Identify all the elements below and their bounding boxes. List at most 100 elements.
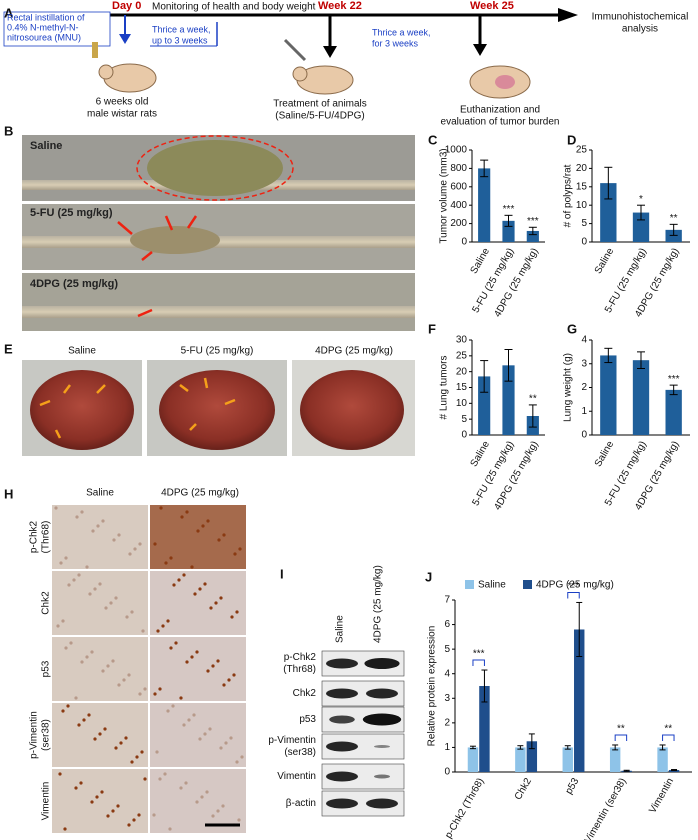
bar: [526, 741, 538, 772]
y-axis-label: Lung weight (g): [563, 353, 574, 422]
ihc-stain: [224, 741, 228, 745]
panel-label: I: [280, 566, 284, 581]
blot-band: [366, 798, 398, 809]
step-label: male wistar rats: [87, 109, 157, 120]
significance: ***: [527, 216, 539, 227]
ihc-stain: [206, 519, 210, 523]
significance: ***: [668, 374, 680, 385]
y-tick-label: 200: [450, 218, 467, 229]
ihc-stain: [195, 800, 199, 804]
bar: [574, 629, 585, 772]
ihc-stain: [203, 732, 207, 736]
ihc-stain: [66, 704, 70, 708]
y-tick-label: 5: [581, 218, 587, 229]
ihc-stain: [96, 524, 100, 528]
significance: **: [664, 724, 672, 735]
ihc-stain: [190, 655, 194, 659]
column-label: Saline: [335, 615, 346, 643]
error-bar: [669, 223, 678, 236]
ihc-stain: [103, 727, 107, 731]
x-tick-label: Saline: [469, 439, 493, 469]
timeline: [3, 8, 578, 58]
bar: [632, 360, 650, 435]
photo-label: 4DPG (25 mg/kg): [315, 346, 393, 357]
row-label: Vimentin: [277, 771, 316, 782]
bar: [665, 229, 682, 242]
ihc-stain: [156, 629, 160, 633]
ihc-stain: [132, 818, 136, 822]
step-label: 6 weeks old: [96, 97, 149, 108]
ihc-stain: [74, 696, 78, 700]
row-label: (Thr68): [283, 664, 316, 675]
schedule-note: up to 3 weeks: [152, 35, 208, 45]
y-tick-label: 800: [450, 163, 467, 174]
panel-label: E: [4, 341, 13, 356]
protocol-note: nitrosourea (MNU): [7, 32, 81, 42]
ihc-stain: [235, 760, 239, 764]
ihc-stain: [75, 515, 79, 519]
row-label: (ser38): [41, 719, 52, 751]
significance-bracket: [472, 659, 485, 667]
protocol-note: 0.4% N-methyl-N-: [7, 22, 79, 32]
bar: [632, 212, 650, 242]
panel-label: H: [4, 486, 13, 501]
ihc-stain: [74, 786, 78, 790]
ihc-stain: [56, 624, 60, 628]
y-tick-label: 2: [444, 717, 450, 728]
ihc-stain: [141, 629, 145, 633]
significance: ***: [473, 649, 485, 660]
ihc-stain: [143, 777, 147, 781]
ihc-stain: [200, 795, 204, 799]
ihc-stain: [106, 814, 110, 818]
y-tick-label: 400: [450, 200, 467, 211]
ihc-stain: [80, 660, 84, 664]
ihc-stain: [64, 556, 68, 560]
row-label: p53: [41, 660, 52, 677]
y-tick-label: 7: [444, 595, 450, 606]
ihc-stain: [59, 561, 63, 565]
column-label: Saline: [86, 488, 114, 499]
row-label: Vimentin: [41, 782, 52, 821]
ihc-stain: [114, 746, 118, 750]
y-axis-label: Tumor volume (mm3): [439, 148, 450, 243]
ihc-image: [52, 637, 148, 701]
ihc-image: [150, 571, 246, 635]
ihc-stain: [135, 755, 139, 759]
ihc-stain: [112, 538, 116, 542]
ihc-stain: [153, 542, 157, 546]
bar: [502, 365, 515, 435]
ihc-stain: [111, 659, 115, 663]
ihc-stain: [98, 732, 102, 736]
ihc-stain: [64, 646, 68, 650]
significance: ***: [568, 581, 580, 592]
row-label: (Thr68): [41, 521, 52, 554]
panel-label: C: [428, 132, 438, 147]
ihc-stain: [114, 596, 118, 600]
error-bar: [481, 669, 488, 703]
ihc-stain: [101, 669, 105, 673]
ihc-stain: [229, 736, 233, 740]
row-label: p-Vimentin: [29, 711, 40, 759]
ihc-stain: [82, 718, 86, 722]
schedule-note: Thrice a week,: [372, 27, 431, 37]
bar: [600, 183, 617, 242]
row-label: (ser38): [284, 747, 316, 758]
significance: **: [670, 213, 678, 224]
timepoint: Day 0: [112, 0, 141, 12]
ihc-stain: [203, 582, 207, 586]
blot-band: [374, 774, 390, 779]
ihc-stain: [109, 601, 113, 605]
ihc-stain: [54, 506, 58, 510]
ihc-stain: [72, 578, 76, 582]
ihc-stain: [158, 687, 162, 691]
ihc-images: [52, 505, 246, 833]
ihc-stain: [58, 772, 62, 776]
y-tick-label: 20: [456, 366, 468, 377]
ihc-stain: [211, 664, 215, 668]
ihc-stain: [127, 673, 131, 677]
ihc-stain: [125, 615, 129, 619]
ihc-stain: [206, 669, 210, 673]
bar: [478, 376, 491, 435]
y-tick-label: 15: [456, 382, 468, 393]
